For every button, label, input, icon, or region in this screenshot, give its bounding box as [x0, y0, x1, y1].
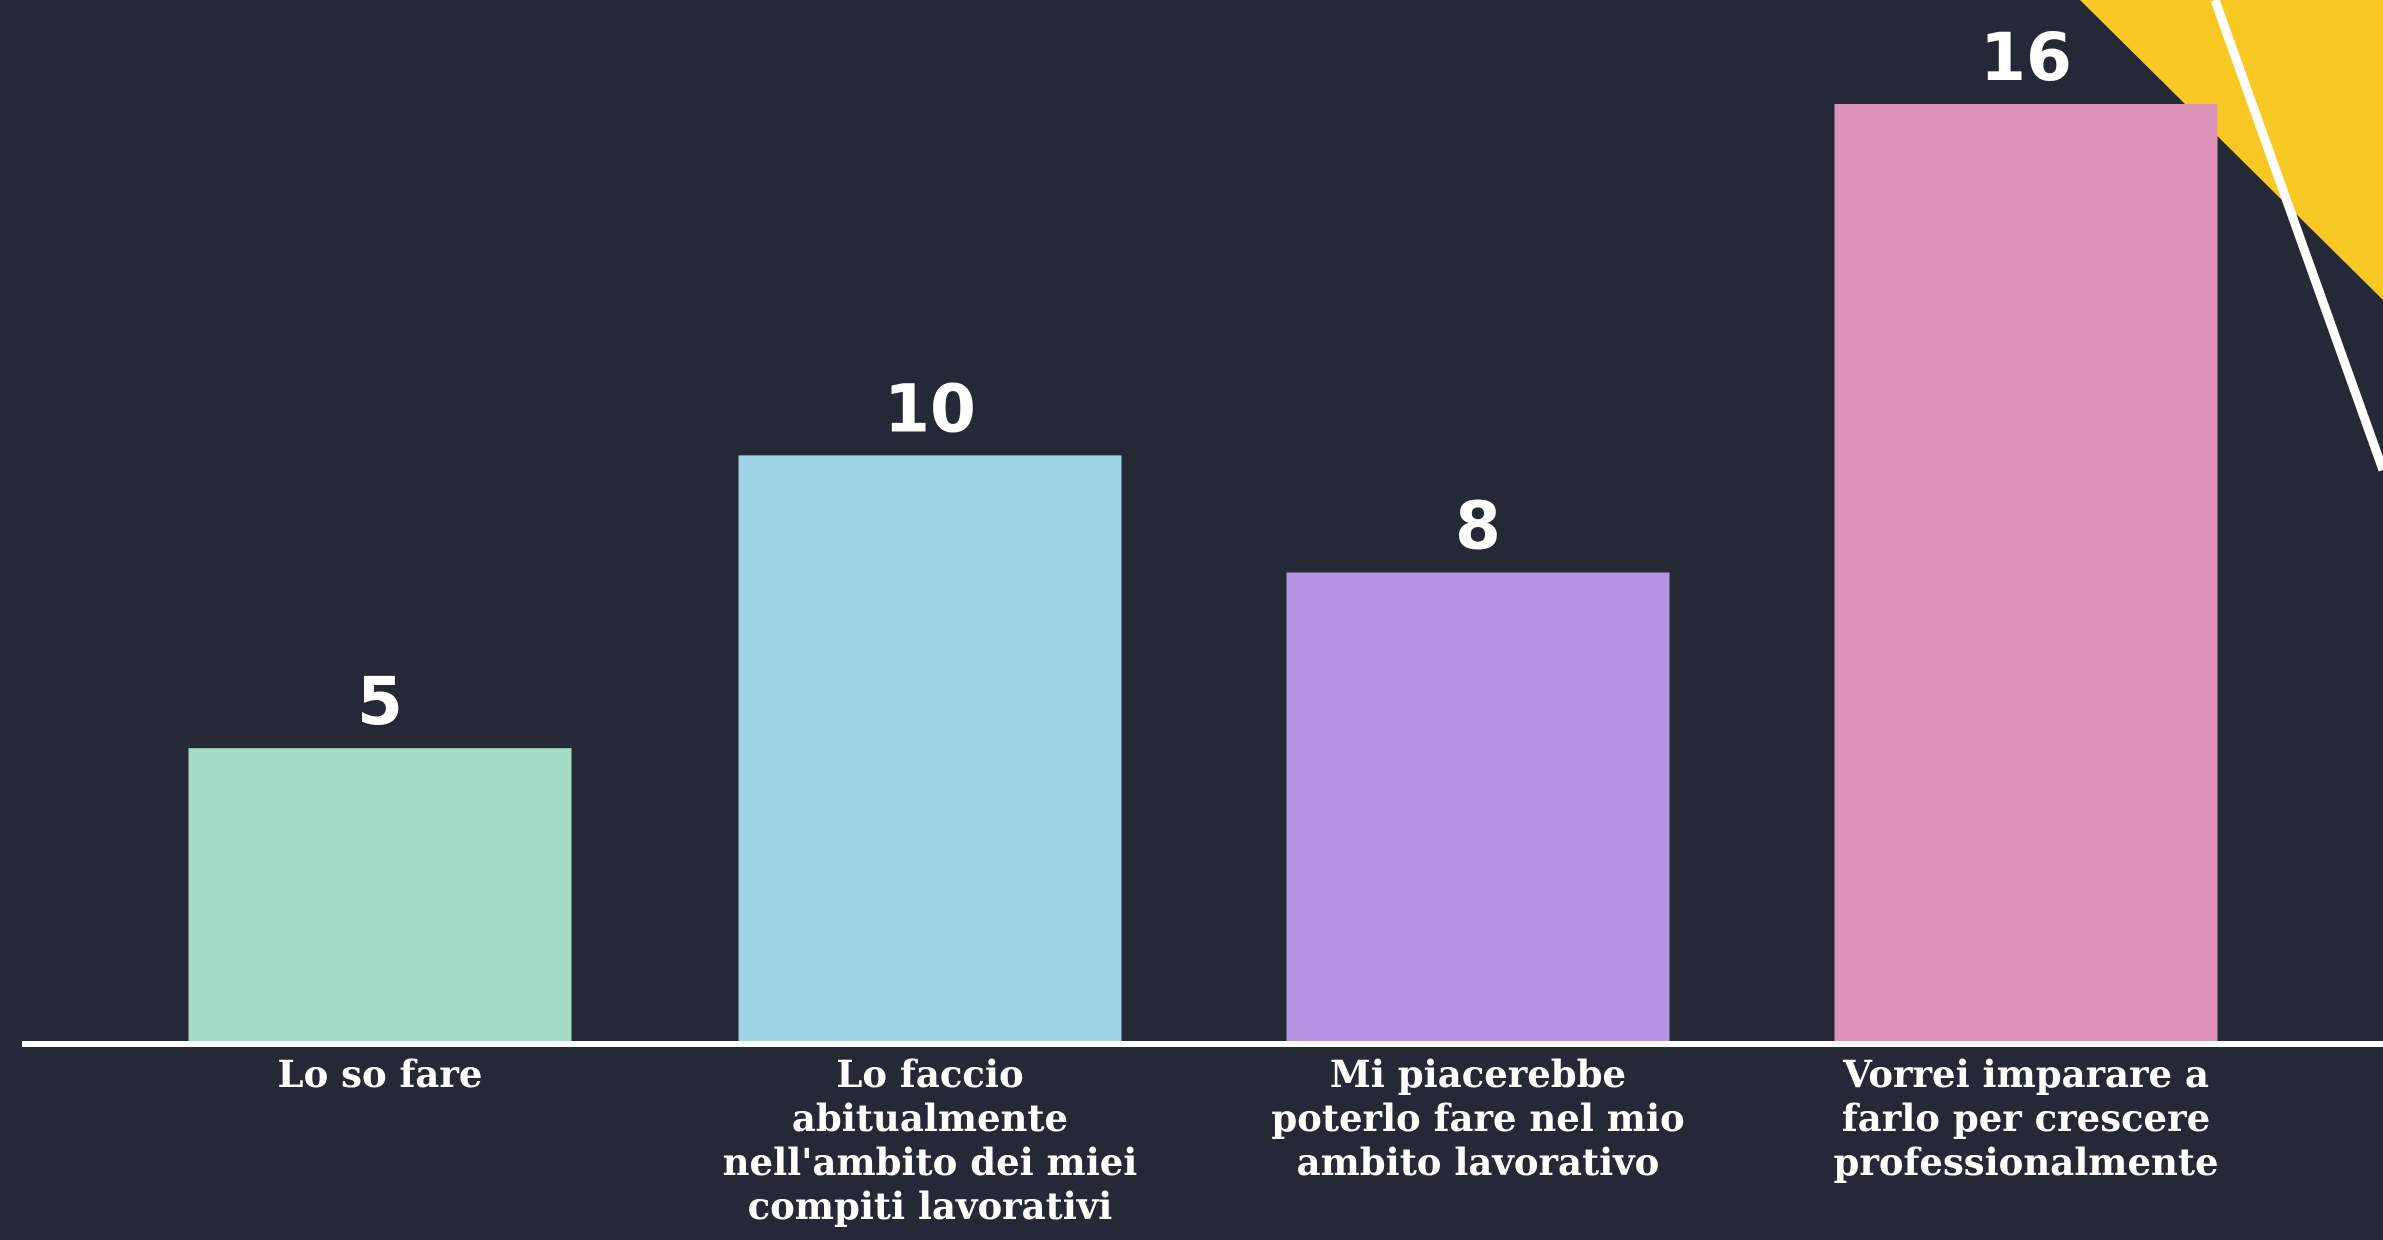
category-label-line: professionalmente [1833, 1140, 2218, 1184]
value-label-3: 8 [1455, 488, 1501, 565]
white-diagonal-stripe [2210, 0, 2383, 472]
bar-2 [738, 455, 1122, 1041]
category-label-1: Lo so fare [278, 1052, 483, 1096]
category-label-line: abitualmente [792, 1096, 1068, 1140]
category-label-line: compiti lavorativi [748, 1184, 1113, 1228]
bars-group [188, 104, 2218, 1041]
value-label-1: 5 [357, 663, 403, 740]
bar-1 [188, 748, 572, 1041]
category-label-3: Mi piacerebbe poterlo fare nel mio ambito … [1271, 1052, 1684, 1184]
category-label-line: Vorrei imparare a [1842, 1052, 2209, 1096]
bar-4 [1834, 104, 2218, 1041]
value-label-2: 10 [884, 370, 976, 447]
category-label-line: farlo per crescere [1842, 1096, 2210, 1140]
category-label-line: Lo so fare [278, 1052, 483, 1096]
category-label-4: Vorrei imparare a farlo per crescere profe… [1833, 1052, 2218, 1184]
category-labels-group: Lo so fare Lo faccio abitualmente nell'ambi… [278, 1052, 2219, 1228]
category-label-line: nell'ambito dei miei [723, 1140, 1138, 1184]
value-label-4: 16 [1980, 19, 2072, 96]
corner-decoration [2080, 0, 2383, 472]
category-label-line: ambito lavorativo [1297, 1140, 1660, 1184]
yellow-corner-shape [2080, 0, 2383, 300]
value-labels-group: 5 10 8 16 [357, 19, 2072, 740]
category-label-line: Lo faccio [836, 1052, 1023, 1096]
category-label-2: Lo faccio abitualmente nell'ambito dei mie… [723, 1052, 1138, 1228]
bar-3 [1286, 572, 1670, 1041]
category-label-line: poterlo fare nel mio [1271, 1096, 1684, 1140]
category-label-line: Mi piacerebbe [1330, 1052, 1626, 1096]
